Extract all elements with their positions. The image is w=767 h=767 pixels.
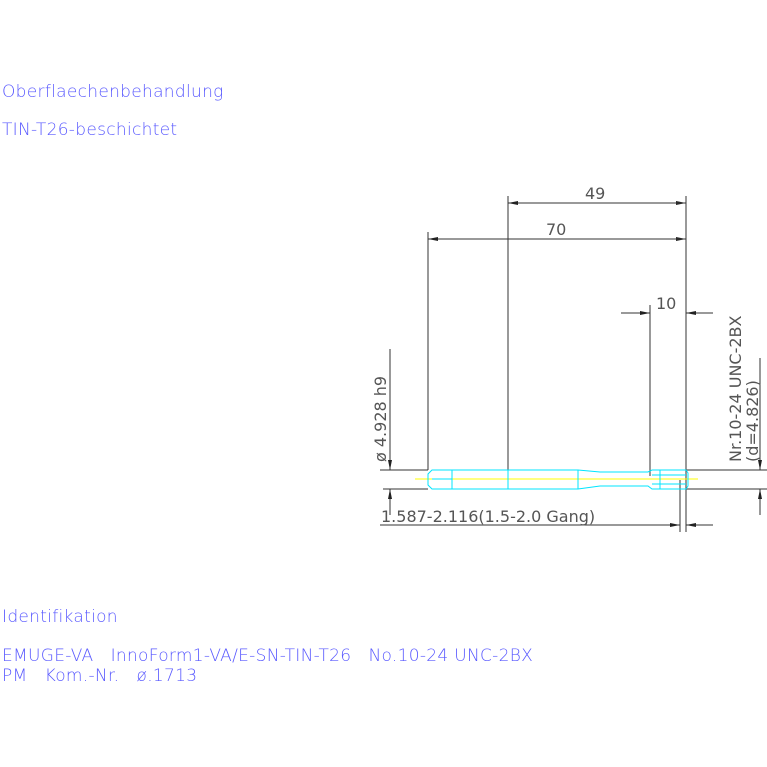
shank-diameter: ø 4.928 h9 <box>371 376 390 462</box>
dim-10: 10 <box>656 294 676 313</box>
dim-49: 49 <box>585 184 605 203</box>
identification-line1: EMUGE-VA InnoForm1-VA/E-SN-TIN-T26 No.10… <box>2 646 534 666</box>
identification-line2: PM Kom.-Nr. ø.1713 <box>2 666 198 686</box>
surface-label: Oberflaechenbehandlung <box>2 82 224 102</box>
thread-spec: Nr.10-24 UNC-2BX <box>726 315 745 462</box>
thread-diameter: (d=4.826) <box>743 380 762 462</box>
dimension-lines <box>380 196 767 532</box>
identification-label: Identifikation <box>2 607 118 627</box>
tool-outline <box>427 469 689 490</box>
chamfer-length: 1.587-2.116(1.5-2.0 Gang) <box>381 507 595 526</box>
dim-70: 70 <box>546 220 566 239</box>
surface-value: TIN-T26-beschichtet <box>2 120 178 140</box>
